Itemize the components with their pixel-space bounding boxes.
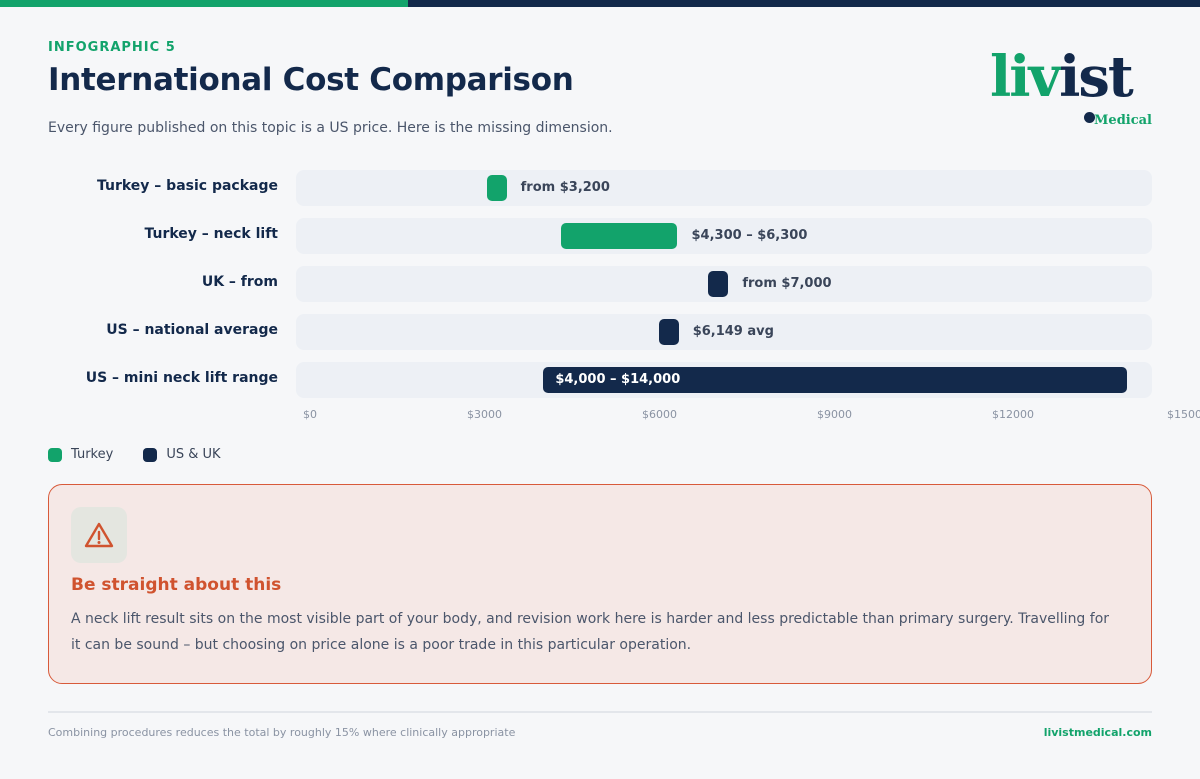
footer-note: Combining procedures reduces the total b… [48,726,516,739]
legend-swatch [48,447,62,462]
row-label: UK – from [201,274,278,290]
brand-logo: livist Medical [990,42,1155,128]
top-accent-navy [408,0,1200,7]
warning-triangle-icon [84,522,114,548]
bar-usuk [543,367,1127,393]
x-tick-label: $9000 [817,408,852,421]
bar-turkey [486,175,507,201]
warning-body: A neck lift result sits on the most visi… [71,611,1110,653]
eyebrow-label: INFOGRAPHIC 5 [48,40,176,55]
bar-value-label: $6,149 avg [692,324,774,339]
x-tick-label: $3000 [467,408,502,421]
row-label: Turkey – basic package [96,178,278,194]
bar-track [296,314,1152,350]
bar-usuk [708,271,729,297]
legend-item-turkey: Turkey [48,447,113,462]
bar-value-label: $4,000 – $14,000 [555,372,681,387]
row-label: US – national average [106,322,278,338]
x-tick-label: $0 [303,408,317,421]
x-tick-label: $12000 [992,408,1034,421]
page-subtitle: Every figure published on this topic is … [48,120,613,136]
legend-swatch [143,447,158,462]
x-tick-label: $15000 [1167,408,1200,421]
warning-heading: Be straight about this [71,575,282,595]
bar-track [296,170,1152,206]
top-accent-green [0,0,408,7]
logo-dot [1084,112,1095,123]
footer-site-link[interactable]: livistmedical.com [1043,726,1152,739]
footer-divider [48,711,1152,713]
page-title: International Cost Comparison [48,62,574,98]
warning-icon-box [71,507,127,563]
legend-item-usuk: US & UK [143,447,221,462]
logo-liv: liv [990,44,1061,110]
bar-value-label: $4,300 – $6,300 [691,228,808,243]
bar-usuk [658,319,679,345]
x-tick-label: $6000 [642,408,677,421]
logo-ist: ist [1059,44,1134,110]
logo-medical: Medical [1094,113,1152,128]
legend-label: US & UK [166,447,221,462]
chart-legend: Turkey US & UK [48,447,251,462]
warning-callout: Be straight about this A neck lift resul… [48,484,1152,684]
bar-turkey [560,223,678,249]
bar-value-label: from $7,000 [742,276,832,291]
row-label: Turkey – neck lift [144,226,278,242]
top-accent-bar [0,0,1200,7]
row-label: US – mini neck lift range [85,370,278,386]
bar-value-label: from $3,200 [520,180,610,195]
cost-range-chart: Turkey – basic package from $3,200 Turkey … [0,160,1200,430]
legend-label: Turkey [71,447,114,462]
logo-wordmark: livist [990,42,1134,112]
bar-track [296,218,1152,254]
